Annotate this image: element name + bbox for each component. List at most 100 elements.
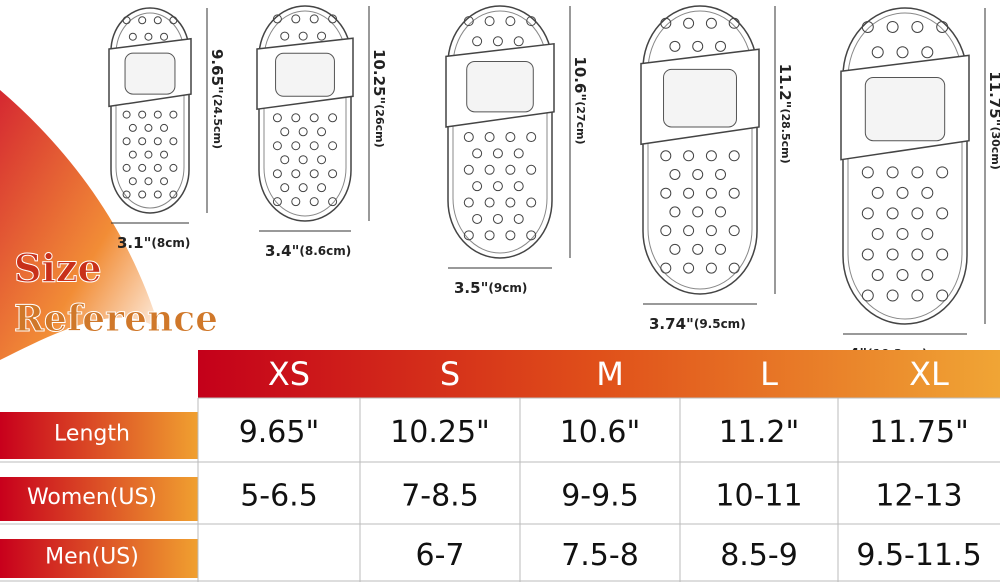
hole — [298, 127, 308, 137]
hole — [128, 123, 137, 132]
hole — [886, 20, 899, 33]
hole — [911, 289, 924, 302]
hole — [921, 269, 934, 282]
hole — [153, 163, 162, 172]
hole — [705, 262, 717, 274]
row-label-bg — [0, 539, 198, 578]
hole — [861, 248, 874, 261]
length-inch: 11.75" — [987, 71, 1000, 126]
hole — [472, 36, 483, 47]
hole — [492, 36, 503, 47]
hole — [692, 168, 704, 180]
hole — [144, 123, 153, 132]
hole — [911, 166, 924, 179]
hole — [463, 132, 474, 143]
width-cm: (8.6cm) — [299, 244, 351, 258]
hole — [728, 150, 740, 162]
hole — [492, 181, 503, 192]
column-header: XS — [268, 355, 310, 393]
length-inch: 10.25" — [371, 49, 389, 104]
hole — [138, 163, 147, 172]
hole — [144, 150, 153, 159]
hole — [463, 164, 474, 175]
hole — [896, 46, 909, 59]
hole — [728, 187, 740, 199]
hole — [160, 32, 169, 41]
hole — [715, 168, 727, 180]
hole — [128, 177, 137, 186]
hole — [886, 207, 899, 220]
length-inch: 10.6" — [572, 56, 590, 101]
swoosh — [0, 90, 160, 360]
hole — [921, 186, 934, 199]
hole — [160, 123, 169, 132]
sole-inner — [847, 12, 963, 320]
hole — [309, 113, 319, 123]
cell: 7.5-8 — [561, 538, 639, 573]
hole — [328, 169, 338, 179]
hole — [669, 243, 681, 255]
hole — [871, 186, 884, 199]
hole — [128, 32, 137, 41]
hole — [328, 141, 338, 151]
hole — [298, 183, 308, 193]
hole — [484, 164, 495, 175]
cell: 6-7 — [416, 538, 465, 573]
column-header: L — [760, 355, 778, 393]
hole — [526, 16, 537, 27]
hole — [911, 207, 924, 220]
slippers: 9.65"(24.5cm)3.1"(8cm)10.25"(26cm)3.4"(8… — [108, 5, 1000, 363]
hole — [936, 289, 949, 302]
hole — [660, 150, 672, 162]
hole — [936, 207, 949, 220]
row-label-bg — [0, 477, 198, 521]
width-cm: (9.5cm) — [694, 317, 746, 331]
hole — [317, 127, 327, 137]
strap-pad — [864, 77, 946, 142]
cell: 10-11 — [715, 479, 802, 514]
hole — [291, 141, 301, 151]
size-table: XS S M L XL Length 9.65" 10.25" 10.6" 11.2" 11.75"… — [0, 350, 1000, 582]
hole — [526, 132, 537, 143]
sole — [842, 7, 968, 325]
hole — [309, 197, 319, 207]
width-inch: 3.5" — [454, 279, 488, 297]
hole — [660, 17, 672, 29]
hole — [921, 46, 934, 59]
cell: 10.25" — [390, 415, 490, 450]
hole — [936, 20, 949, 33]
hole — [683, 262, 695, 274]
hole — [513, 148, 524, 159]
hole — [683, 150, 695, 162]
hole — [669, 168, 681, 180]
hole — [138, 16, 147, 25]
length-inch: 11.2" — [777, 64, 795, 109]
sole-inner — [452, 10, 548, 254]
hole — [886, 166, 899, 179]
hole — [705, 17, 717, 29]
strap-pad — [466, 60, 534, 113]
hole — [896, 186, 909, 199]
hole — [472, 213, 483, 224]
hole — [683, 187, 695, 199]
hole — [153, 110, 162, 119]
hole — [291, 113, 301, 123]
hole — [317, 155, 327, 165]
hole — [291, 197, 301, 207]
hole — [309, 14, 319, 24]
hole — [328, 113, 338, 123]
sole-inner — [647, 10, 753, 290]
slipper: 10.6"(27cm) 3.5"(9cm) — [445, 5, 590, 297]
hole — [669, 40, 681, 52]
hole — [715, 40, 727, 52]
hole — [153, 137, 162, 146]
hole — [309, 141, 319, 151]
hole — [692, 206, 704, 218]
slipper: 11.2"(28.5cm) 3.74"(9.5cm) — [640, 5, 795, 333]
length-label: 10.25"(26cm) — [371, 49, 389, 148]
cell: 8.5-9 — [720, 538, 798, 573]
hole — [660, 262, 672, 274]
hole — [272, 197, 282, 207]
cell: 9.5-11.5 — [856, 538, 981, 573]
hole — [472, 148, 483, 159]
